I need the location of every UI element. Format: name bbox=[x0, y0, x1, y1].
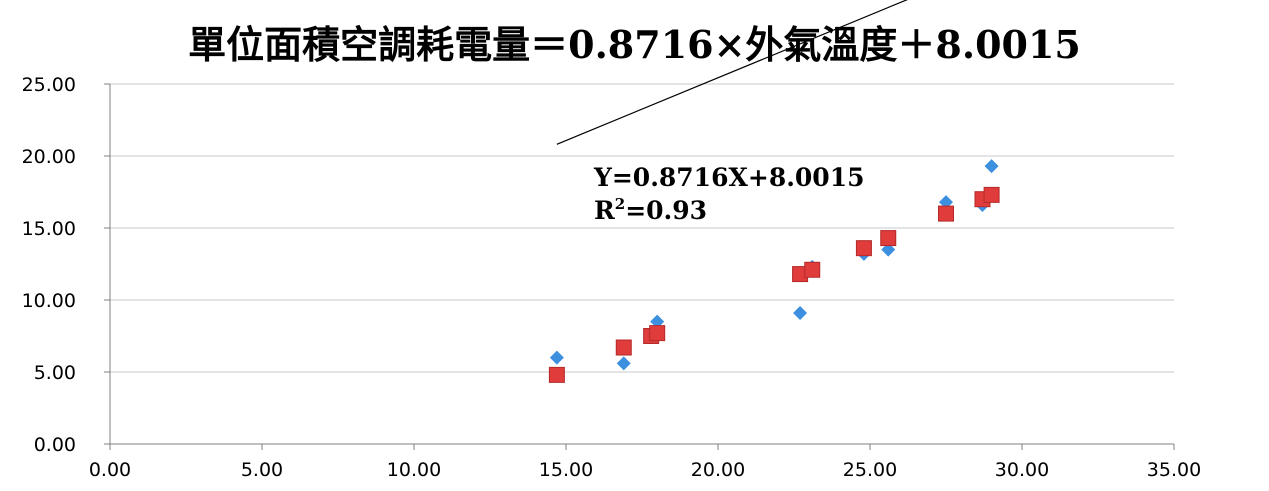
fitted-point bbox=[938, 205, 954, 222]
fitted-points bbox=[548, 186, 1000, 383]
x-tick-label: 25.00 bbox=[843, 459, 897, 481]
fitted-point bbox=[983, 186, 1000, 203]
r-squared-value: =0.93 bbox=[625, 196, 707, 225]
fitted-point bbox=[615, 339, 632, 356]
observed-point bbox=[881, 242, 896, 257]
x-tick-label: 15.00 bbox=[539, 459, 593, 481]
x-tick-label: 10.00 bbox=[387, 459, 441, 481]
x-tick-label: 0.00 bbox=[89, 459, 131, 481]
y-tick-label: 10.00 bbox=[22, 290, 76, 312]
observed-point bbox=[549, 350, 564, 365]
trend-equation-label: Y=0.8716X+8.0015 bbox=[593, 163, 865, 192]
y-tick-label: 25.00 bbox=[22, 74, 76, 96]
r-squared-superscript: 2 bbox=[615, 195, 625, 213]
observed-point bbox=[650, 314, 665, 329]
fitted-point bbox=[649, 325, 666, 342]
fitted-point bbox=[804, 261, 821, 278]
fitted-point bbox=[880, 230, 897, 247]
tick-labels: 0.00 5.00 10.00 15.00 20.00 25.00 0.00 5.00 10.0… bbox=[22, 74, 1202, 481]
trendline bbox=[556, 0, 908, 145]
y-tick-label: 15.00 bbox=[22, 218, 76, 240]
x-tick-label: 30.00 bbox=[995, 459, 1049, 481]
r-squared-prefix: R bbox=[594, 196, 615, 225]
observed-point bbox=[984, 159, 999, 174]
x-tick-label: 5.00 bbox=[241, 459, 283, 481]
observed-point bbox=[616, 356, 631, 371]
x-tick-label: 35.00 bbox=[1147, 459, 1201, 481]
y-tick-label: 5.00 bbox=[34, 362, 76, 384]
fitted-point bbox=[548, 366, 565, 383]
trendline-group bbox=[556, 0, 908, 145]
x-tick-label: 20.00 bbox=[691, 459, 745, 481]
fitted-point bbox=[855, 240, 872, 257]
y-tick-label: 0.00 bbox=[34, 434, 76, 456]
observed-point bbox=[793, 305, 808, 320]
y-tick-label: 20.00 bbox=[22, 146, 76, 168]
chart-title: 單位面積空調耗電量＝0.8716×外氣溫度＋8.0015 bbox=[188, 22, 1081, 67]
grid-lines bbox=[110, 83, 1174, 373]
observed-point bbox=[939, 195, 953, 210]
r-squared-label: R2=0.93 bbox=[594, 195, 707, 225]
axes bbox=[104, 83, 1175, 450]
